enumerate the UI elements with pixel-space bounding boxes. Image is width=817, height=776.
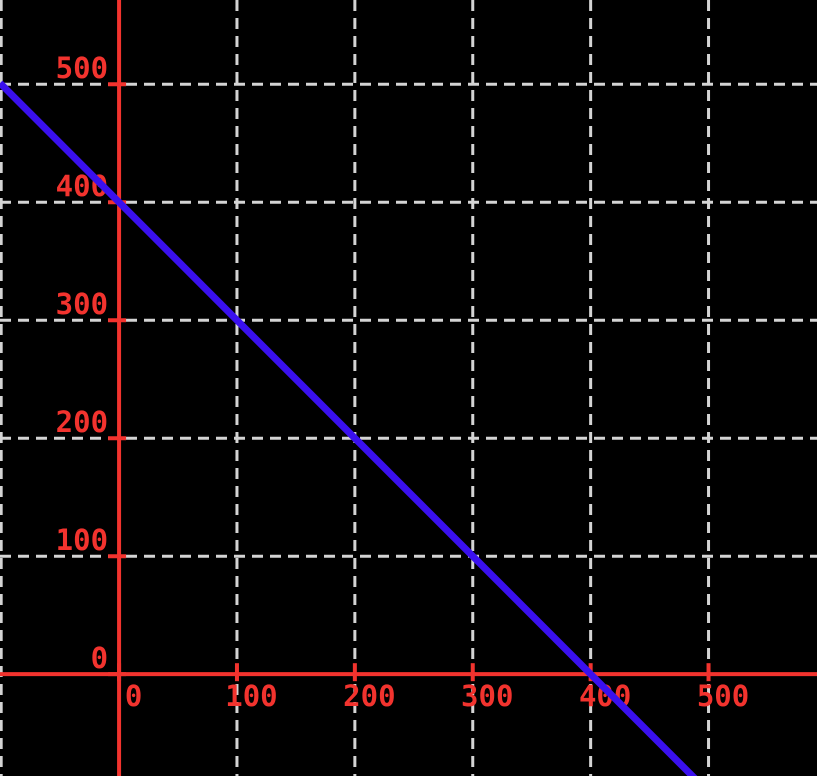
y-axis-tick-label: 0 (91, 641, 108, 675)
x-axis-tick-label: 0 (125, 679, 142, 713)
data-line-series (0, 80, 698, 776)
y-axis-tick-label: 300 (56, 287, 108, 321)
x-axis-tick-label: 200 (343, 679, 395, 713)
x-axis-tick-label: 300 (461, 679, 513, 713)
x-axis-tick-label: 100 (225, 679, 277, 713)
y-axis-tick-label: 500 (56, 51, 108, 85)
x-axis-tick-label: 500 (697, 679, 749, 713)
y-axis-tick-label: 100 (56, 523, 108, 557)
y-axis-tick-label: 200 (56, 405, 108, 439)
